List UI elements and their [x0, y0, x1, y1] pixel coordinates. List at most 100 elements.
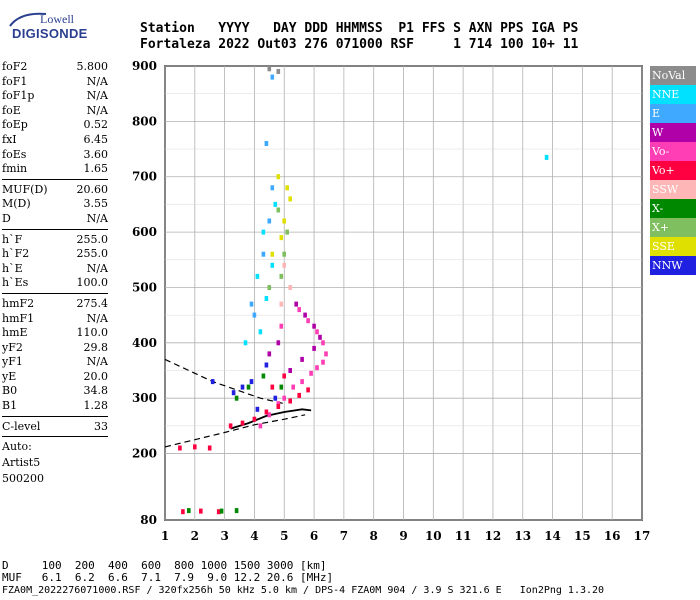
param-label: C-level — [2, 419, 41, 433]
param-value: 255.0 — [76, 232, 109, 246]
data-point — [270, 185, 275, 191]
data-point — [321, 359, 325, 365]
param-label: yF2 — [2, 340, 23, 354]
data-point — [193, 444, 197, 450]
data-point — [318, 334, 322, 340]
header-col-11: PS — [562, 21, 587, 36]
data-point — [210, 379, 215, 385]
param-value: 1.28 — [83, 399, 109, 413]
x-tick-label: 15 — [574, 529, 591, 543]
data-point — [279, 301, 284, 307]
param-value: 255.0 — [76, 247, 109, 261]
y-tick-label: 80 — [140, 513, 157, 527]
data-point — [231, 390, 236, 396]
y-tick-label: 900 — [132, 59, 157, 73]
param-label: foF1p — [2, 89, 35, 103]
data-point — [312, 323, 316, 329]
curve-trace — [230, 408, 312, 430]
data-point — [267, 412, 272, 418]
param-label: yF1 — [2, 355, 23, 369]
param-value: 34.8 — [83, 384, 109, 398]
data-point — [261, 373, 266, 379]
y-tick-label: 600 — [132, 225, 157, 239]
param-label: foEs — [2, 147, 27, 161]
header-col-10: IGA — [531, 21, 563, 36]
header-col-2: DAY — [257, 21, 305, 36]
data-point — [228, 423, 233, 429]
data-point — [267, 351, 272, 357]
data-point — [282, 373, 286, 379]
footer-d-row: D 100 200 400 600 800 1000 1500 3000 [km… — [2, 559, 327, 572]
x-tick-label: 9 — [399, 529, 407, 543]
param-label: foE — [2, 103, 21, 117]
data-point — [234, 508, 239, 514]
x-tick-label: 17 — [634, 529, 651, 543]
data-point — [276, 404, 281, 409]
legend-item: X- — [650, 199, 696, 218]
param-row: MUF(D) 20.60 — [2, 183, 108, 198]
param-label: foF1 — [2, 74, 28, 88]
data-point — [255, 406, 260, 412]
param-value: 0.52 — [83, 118, 109, 132]
header-val-0: Fortaleza — [140, 37, 219, 52]
data-point — [258, 329, 263, 335]
param-value: 6.45 — [83, 132, 109, 146]
data-point — [187, 508, 191, 514]
data-point — [270, 74, 275, 80]
data-point — [288, 398, 292, 404]
param-label: hmF1 — [2, 311, 35, 325]
legend-item: Vo- — [650, 142, 696, 161]
param-row: yF1 N/A — [2, 355, 108, 370]
data-point — [249, 379, 254, 385]
x-tick-label: 4 — [250, 529, 258, 543]
auto-line: 500200 — [2, 472, 44, 486]
param-value: 110.0 — [76, 326, 109, 340]
data-point — [243, 340, 248, 346]
data-point — [312, 345, 316, 351]
header-col-5: P1 — [390, 21, 422, 36]
param-divider — [2, 292, 108, 294]
data-point — [291, 384, 295, 390]
data-point — [279, 273, 284, 279]
header-val-11: 11 — [562, 37, 587, 52]
data-point — [544, 154, 549, 160]
header-val-3: 276 — [304, 37, 336, 52]
data-point — [276, 207, 281, 213]
data-point — [258, 423, 263, 429]
data-point — [279, 323, 284, 329]
x-tick-label: 6 — [310, 529, 318, 543]
param-label: fmin — [2, 162, 28, 176]
header-val-1: 2022 — [218, 37, 258, 52]
legend-item: NNE — [650, 85, 696, 104]
data-point — [267, 218, 272, 224]
param-row: foF1 N/A — [2, 75, 108, 90]
param-value: 5.800 — [76, 60, 109, 73]
param-value: 29.8 — [83, 340, 109, 354]
data-point — [288, 368, 292, 373]
param-row: h`E N/A — [2, 262, 108, 277]
y-tick-label: 700 — [132, 170, 157, 184]
data-point — [270, 384, 275, 390]
param-label: h`E — [2, 261, 23, 275]
param-value: N/A — [86, 261, 108, 275]
param-row: yE 20.0 — [2, 370, 108, 385]
data-point — [181, 509, 185, 515]
data-point — [279, 384, 284, 390]
header-val-2: Out03 — [257, 37, 305, 52]
data-point — [267, 66, 272, 72]
data-point — [300, 379, 304, 385]
legend-item: X+ — [650, 218, 696, 237]
y-tick-label: 200 — [132, 447, 157, 461]
y-tick-label: 400 — [132, 336, 157, 350]
legend-item: W — [650, 123, 696, 142]
legend-item: SSW — [650, 180, 696, 199]
legend-item: SSE — [650, 237, 696, 256]
x-tick-label: 5 — [280, 529, 288, 543]
data-point — [270, 262, 275, 268]
data-point — [264, 141, 269, 146]
data-point — [252, 416, 257, 422]
data-point — [324, 351, 328, 357]
auto-line: Artist5 — [2, 456, 41, 470]
param-value: 20.0 — [83, 369, 109, 383]
header-col-8: AXN — [468, 21, 501, 36]
